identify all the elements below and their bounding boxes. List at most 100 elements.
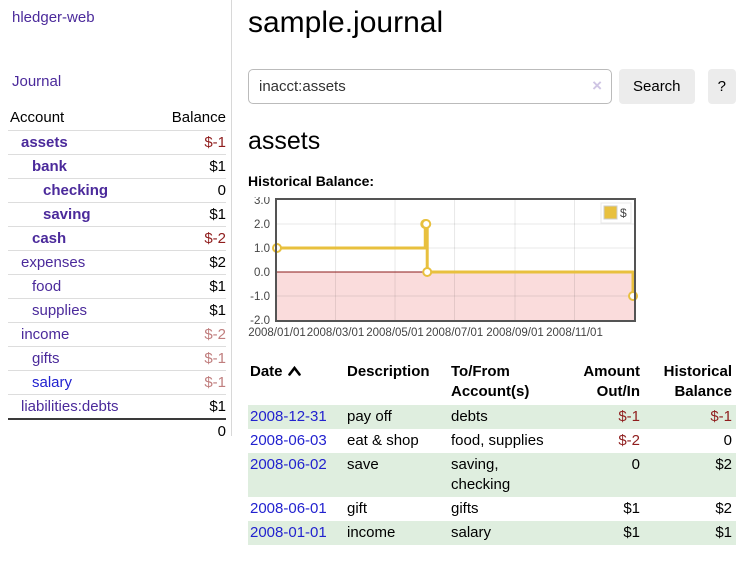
account-row: gifts $-1 (8, 346, 226, 371)
svg-text:2008/07/01: 2008/07/01 (426, 327, 484, 339)
svg-text:2008/05/01: 2008/05/01 (366, 327, 424, 339)
balance-cell: $1 (715, 524, 732, 541)
description-cell: save (347, 456, 379, 473)
account-link[interactable]: income (21, 326, 70, 343)
sidebar-item-journal[interactable]: Journal (12, 73, 62, 90)
svg-text:2.0: 2.0 (254, 219, 270, 231)
account-balance: $2 (209, 254, 226, 271)
account-balance: $1 (209, 206, 226, 223)
svg-text:1.0: 1.0 (254, 243, 270, 255)
historical-balance-chart: $3.0 2.0 1.0 0.0 -1.0 -2.0 2008/01/01 2008/03/0… (242, 197, 738, 343)
accounts-cell: saving, checking (451, 456, 511, 493)
register-header-date[interactable]: Date (248, 360, 345, 405)
account-balance: 0 (217, 182, 226, 199)
balance-cell: 0 (723, 432, 732, 449)
accounts-header-balance: Balance (171, 109, 226, 126)
date-cell: 2008-12-31 (248, 405, 345, 429)
transaction-date-link[interactable]: 2008-01-01 (250, 524, 327, 541)
account-link[interactable]: liabilities:debts (21, 398, 119, 415)
account-balance: $1 (209, 278, 226, 295)
date-cell: 2008-06-03 (248, 429, 345, 453)
account-heading: assets (248, 127, 321, 155)
sort-ascending-icon (287, 365, 301, 376)
account-row: supplies $1 (8, 298, 226, 323)
accounts-total-value: 0 (217, 423, 226, 440)
register-header-description: Description (347, 363, 430, 380)
accounts-cell: gifts (451, 500, 479, 517)
accounts-cell: salary (451, 524, 492, 541)
amount-cell: 0 (631, 456, 640, 473)
account-row: assets $-1 (8, 130, 226, 155)
accounts-cell: food, supplies (451, 432, 544, 449)
svg-text:-1.0: -1.0 (250, 291, 270, 303)
svg-text:2008/01/01: 2008/01/01 (248, 327, 306, 339)
account-row: bank $1 (8, 154, 226, 179)
account-row: checking 0 (8, 178, 226, 203)
account-link[interactable]: gifts (32, 350, 60, 367)
account-balance: $-2 (204, 230, 226, 247)
account-row: income $-2 (8, 322, 226, 347)
account-link[interactable]: checking (43, 182, 109, 199)
page-title: sample.journal (248, 6, 444, 39)
app-title-link[interactable]: hledger-web (12, 9, 95, 26)
account-link[interactable]: expenses (21, 254, 86, 271)
clear-search-icon[interactable]: × (592, 76, 602, 95)
description-cell: gift (347, 500, 368, 517)
svg-text:0.0: 0.0 (254, 267, 270, 279)
table-row: 2008-06-02 save saving, checking 0 $2 (248, 453, 736, 497)
account-link[interactable]: bank (32, 158, 68, 175)
account-row: liabilities:debts $1 (8, 394, 226, 420)
account-link[interactable]: saving (43, 206, 91, 223)
amount-cell: $1 (623, 524, 640, 541)
register-header-row: Date Description To/From Account(s) Amou… (248, 360, 736, 405)
account-balance: $-1 (204, 350, 226, 367)
register-header-balance: Historical Balance (663, 363, 732, 400)
account-row: salary $-1 (8, 370, 226, 395)
search-bar: × Search ? (248, 69, 736, 104)
accounts-header-account: Account (10, 109, 65, 126)
account-link[interactable]: salary (32, 374, 73, 391)
date-cell: 2008-01-01 (248, 521, 345, 545)
account-row: cash $-2 (8, 226, 226, 251)
account-link[interactable]: cash (32, 230, 67, 247)
search-input[interactable] (248, 69, 612, 104)
account-balance: $-1 (204, 374, 226, 391)
accounts-header-row: Account Balance (8, 106, 226, 131)
description-cell: pay off (347, 408, 392, 425)
chart-title: Historical Balance: (248, 173, 375, 189)
svg-text:2008/11/01: 2008/11/01 (546, 327, 603, 339)
hledger-web-app: hledger-web Journal Account Balance asse… (0, 0, 742, 545)
date-cell: 2008-06-02 (248, 453, 345, 497)
register-table: Date Description To/From Account(s) Amou… (248, 360, 736, 545)
register-header-amount: Amount Out/In (583, 363, 640, 400)
table-row: 2008-12-31 pay off debts $-1 $-1 (248, 405, 736, 429)
account-balance: $1 (209, 158, 226, 175)
account-row: expenses $2 (8, 250, 226, 275)
account-balance: $1 (209, 398, 226, 415)
main-content: sample.journal × Search ? assets Histori… (232, 0, 742, 545)
table-row: 2008-01-01 income salary $1 $1 (248, 521, 736, 545)
balance-cell: $-1 (710, 408, 732, 425)
sidebar: hledger-web Journal Account Balance asse… (0, 0, 232, 440)
table-row: 2008-06-01 gift gifts $1 $2 (248, 497, 736, 521)
svg-text:2008/03/01: 2008/03/01 (307, 327, 365, 339)
account-link[interactable]: supplies (32, 302, 88, 319)
transaction-date-link[interactable]: 2008-06-02 (250, 456, 327, 473)
balance-cell: $2 (715, 500, 732, 517)
account-row: saving $1 (8, 202, 226, 227)
transaction-date-link[interactable]: 2008-06-01 (250, 500, 327, 517)
account-row: food $1 (8, 274, 226, 299)
amount-cell: $-1 (618, 408, 640, 425)
svg-text:2008/09/01: 2008/09/01 (486, 327, 544, 339)
table-row: 2008-06-03 eat & shop food, supplies $-2 0 (248, 429, 736, 453)
search-button[interactable]: Search (619, 69, 695, 104)
transaction-date-link[interactable]: 2008-12-31 (250, 408, 327, 425)
accounts-total-row: 0 (8, 419, 226, 443)
help-button[interactable]: ? (707, 69, 736, 104)
account-link[interactable]: food (32, 278, 62, 295)
account-balance: $-1 (204, 134, 226, 151)
description-cell: income (347, 524, 396, 541)
accounts-cell: debts (451, 408, 488, 425)
account-link[interactable]: assets (21, 134, 68, 151)
transaction-date-link[interactable]: 2008-06-03 (250, 432, 327, 449)
